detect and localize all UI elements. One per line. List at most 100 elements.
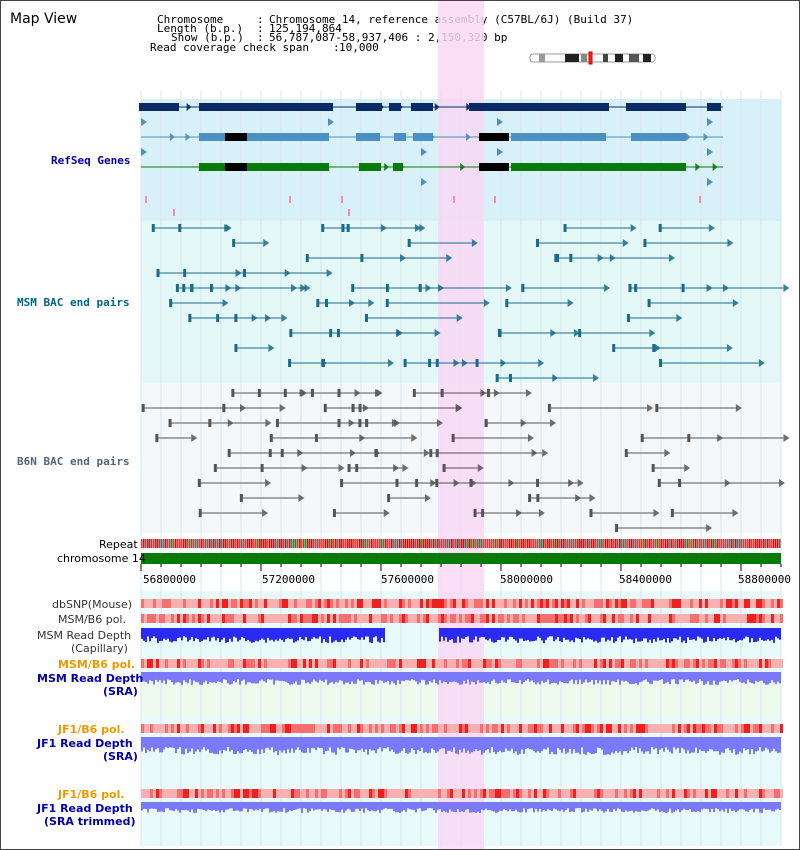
polymorphism-mark <box>402 599 405 608</box>
polymorphism-mark <box>633 659 636 668</box>
read-depth-bar <box>411 737 413 749</box>
polymorphism-mark <box>744 659 747 668</box>
read-depth-bar <box>683 628 685 641</box>
read-depth-bar <box>615 672 617 683</box>
read-depth-bar <box>531 672 533 681</box>
read-depth-bar <box>167 802 169 809</box>
polymorphism-mark <box>684 659 687 668</box>
polymorphism-mark <box>417 659 420 668</box>
polymorphism-mark <box>612 614 615 623</box>
read-depth-bar <box>339 737 341 750</box>
read-depth-bar <box>339 802 341 813</box>
polymorphism-mark <box>765 789 768 798</box>
read-depth-bar <box>281 802 283 812</box>
repeat-mark <box>771 539 773 548</box>
read-depth-bar <box>725 672 727 682</box>
read-depth-bar <box>429 737 431 753</box>
read-depth-bar <box>391 802 393 809</box>
b6n-bac-pair-end-arrow <box>664 449 671 457</box>
read-depth-bar <box>579 802 581 809</box>
read-depth-bar <box>451 628 453 640</box>
read-depth-bar <box>627 737 629 754</box>
repeat-mark <box>443 539 445 548</box>
read-depth-bar <box>237 802 239 811</box>
polymorphism-mark <box>669 789 672 798</box>
repeat-mark <box>335 539 337 548</box>
read-depth-bar <box>467 628 469 637</box>
b6n-bac-pair-end <box>347 464 351 472</box>
polymorphism-mark <box>573 724 576 733</box>
read-depth-bar <box>499 802 501 811</box>
read-depth-bar <box>261 628 263 639</box>
polymorphism-mark <box>405 599 408 608</box>
polymorphism-mark <box>579 659 582 668</box>
repeat-mark <box>259 539 261 548</box>
read-depth-bar <box>345 737 347 753</box>
polymorphism-mark <box>684 789 687 798</box>
gene-exon-dark <box>479 163 509 171</box>
read-depth-bar <box>733 737 735 750</box>
read-depth-bar <box>723 628 725 638</box>
polymorphism-mark <box>231 614 234 623</box>
polymorphism-mark <box>759 659 762 668</box>
repeat-mark <box>459 539 461 548</box>
read-depth-bar <box>161 628 163 641</box>
polymorphism-mark <box>378 614 381 623</box>
polymorphism-mark <box>687 789 690 798</box>
polymorphism-mark <box>480 789 483 798</box>
repeat-mark <box>743 539 745 548</box>
polymorphism-mark <box>771 659 774 668</box>
polymorphism-mark <box>426 724 429 733</box>
polymorphism-mark <box>456 599 459 608</box>
read-depth-bar <box>581 802 583 813</box>
polymorphism-mark <box>777 599 780 608</box>
read-depth-bar <box>359 737 361 751</box>
repeat-mark <box>345 539 347 548</box>
polymorphism-mark <box>591 614 594 623</box>
read-depth-bar <box>507 628 509 640</box>
repeat-mark <box>495 539 497 548</box>
polymorphism-mark <box>594 599 597 608</box>
polymorphism-mark <box>360 599 363 608</box>
polymorphism-mark <box>399 724 402 733</box>
read-depth-bar <box>279 802 281 812</box>
polymorphism-mark <box>396 599 399 608</box>
polymorphism-mark <box>303 614 306 623</box>
polymorphism-mark <box>441 724 444 733</box>
read-depth-bar <box>489 628 491 639</box>
read-depth-bar <box>463 802 465 813</box>
polymorphism-mark <box>201 724 204 733</box>
read-depth-bar <box>191 802 193 810</box>
read-depth-bar <box>291 737 293 749</box>
repeat-mark <box>733 539 735 548</box>
read-depth-bar <box>383 737 385 749</box>
read-depth-bar <box>657 628 659 638</box>
polymorphism-mark <box>726 789 729 798</box>
polymorphism-mark <box>732 724 735 733</box>
polymorphism-mark <box>417 789 420 798</box>
read-depth-bar <box>651 672 653 685</box>
polymorphism-mark <box>351 789 354 798</box>
msm-bac-pair-end <box>351 284 355 292</box>
b6n-bac-pair-end-arrow <box>430 479 437 487</box>
chromosome-ideogram[interactable] <box>529 51 657 65</box>
b6n-bac-pair-end-arrow <box>550 419 557 427</box>
polymorphism-mark <box>285 599 288 608</box>
read-depth-bar <box>685 672 687 680</box>
repeat-mark <box>287 539 289 548</box>
polymorphism-mark <box>714 659 717 668</box>
read-depth-bar <box>441 672 443 684</box>
polymorphism-mark <box>600 659 603 668</box>
polymorphism-mark <box>318 789 321 798</box>
read-depth-bar <box>743 672 745 683</box>
polymorphism-mark <box>240 659 243 668</box>
polymorphism-mark <box>699 614 702 623</box>
msm-bac-pair-end-arrow <box>224 224 231 232</box>
chromosome-sep: : <box>257 13 264 26</box>
polymorphism-mark <box>522 614 525 623</box>
polymorphism-mark <box>582 724 585 733</box>
polymorphism-mark <box>276 659 279 668</box>
read-depth-bar <box>325 737 327 752</box>
